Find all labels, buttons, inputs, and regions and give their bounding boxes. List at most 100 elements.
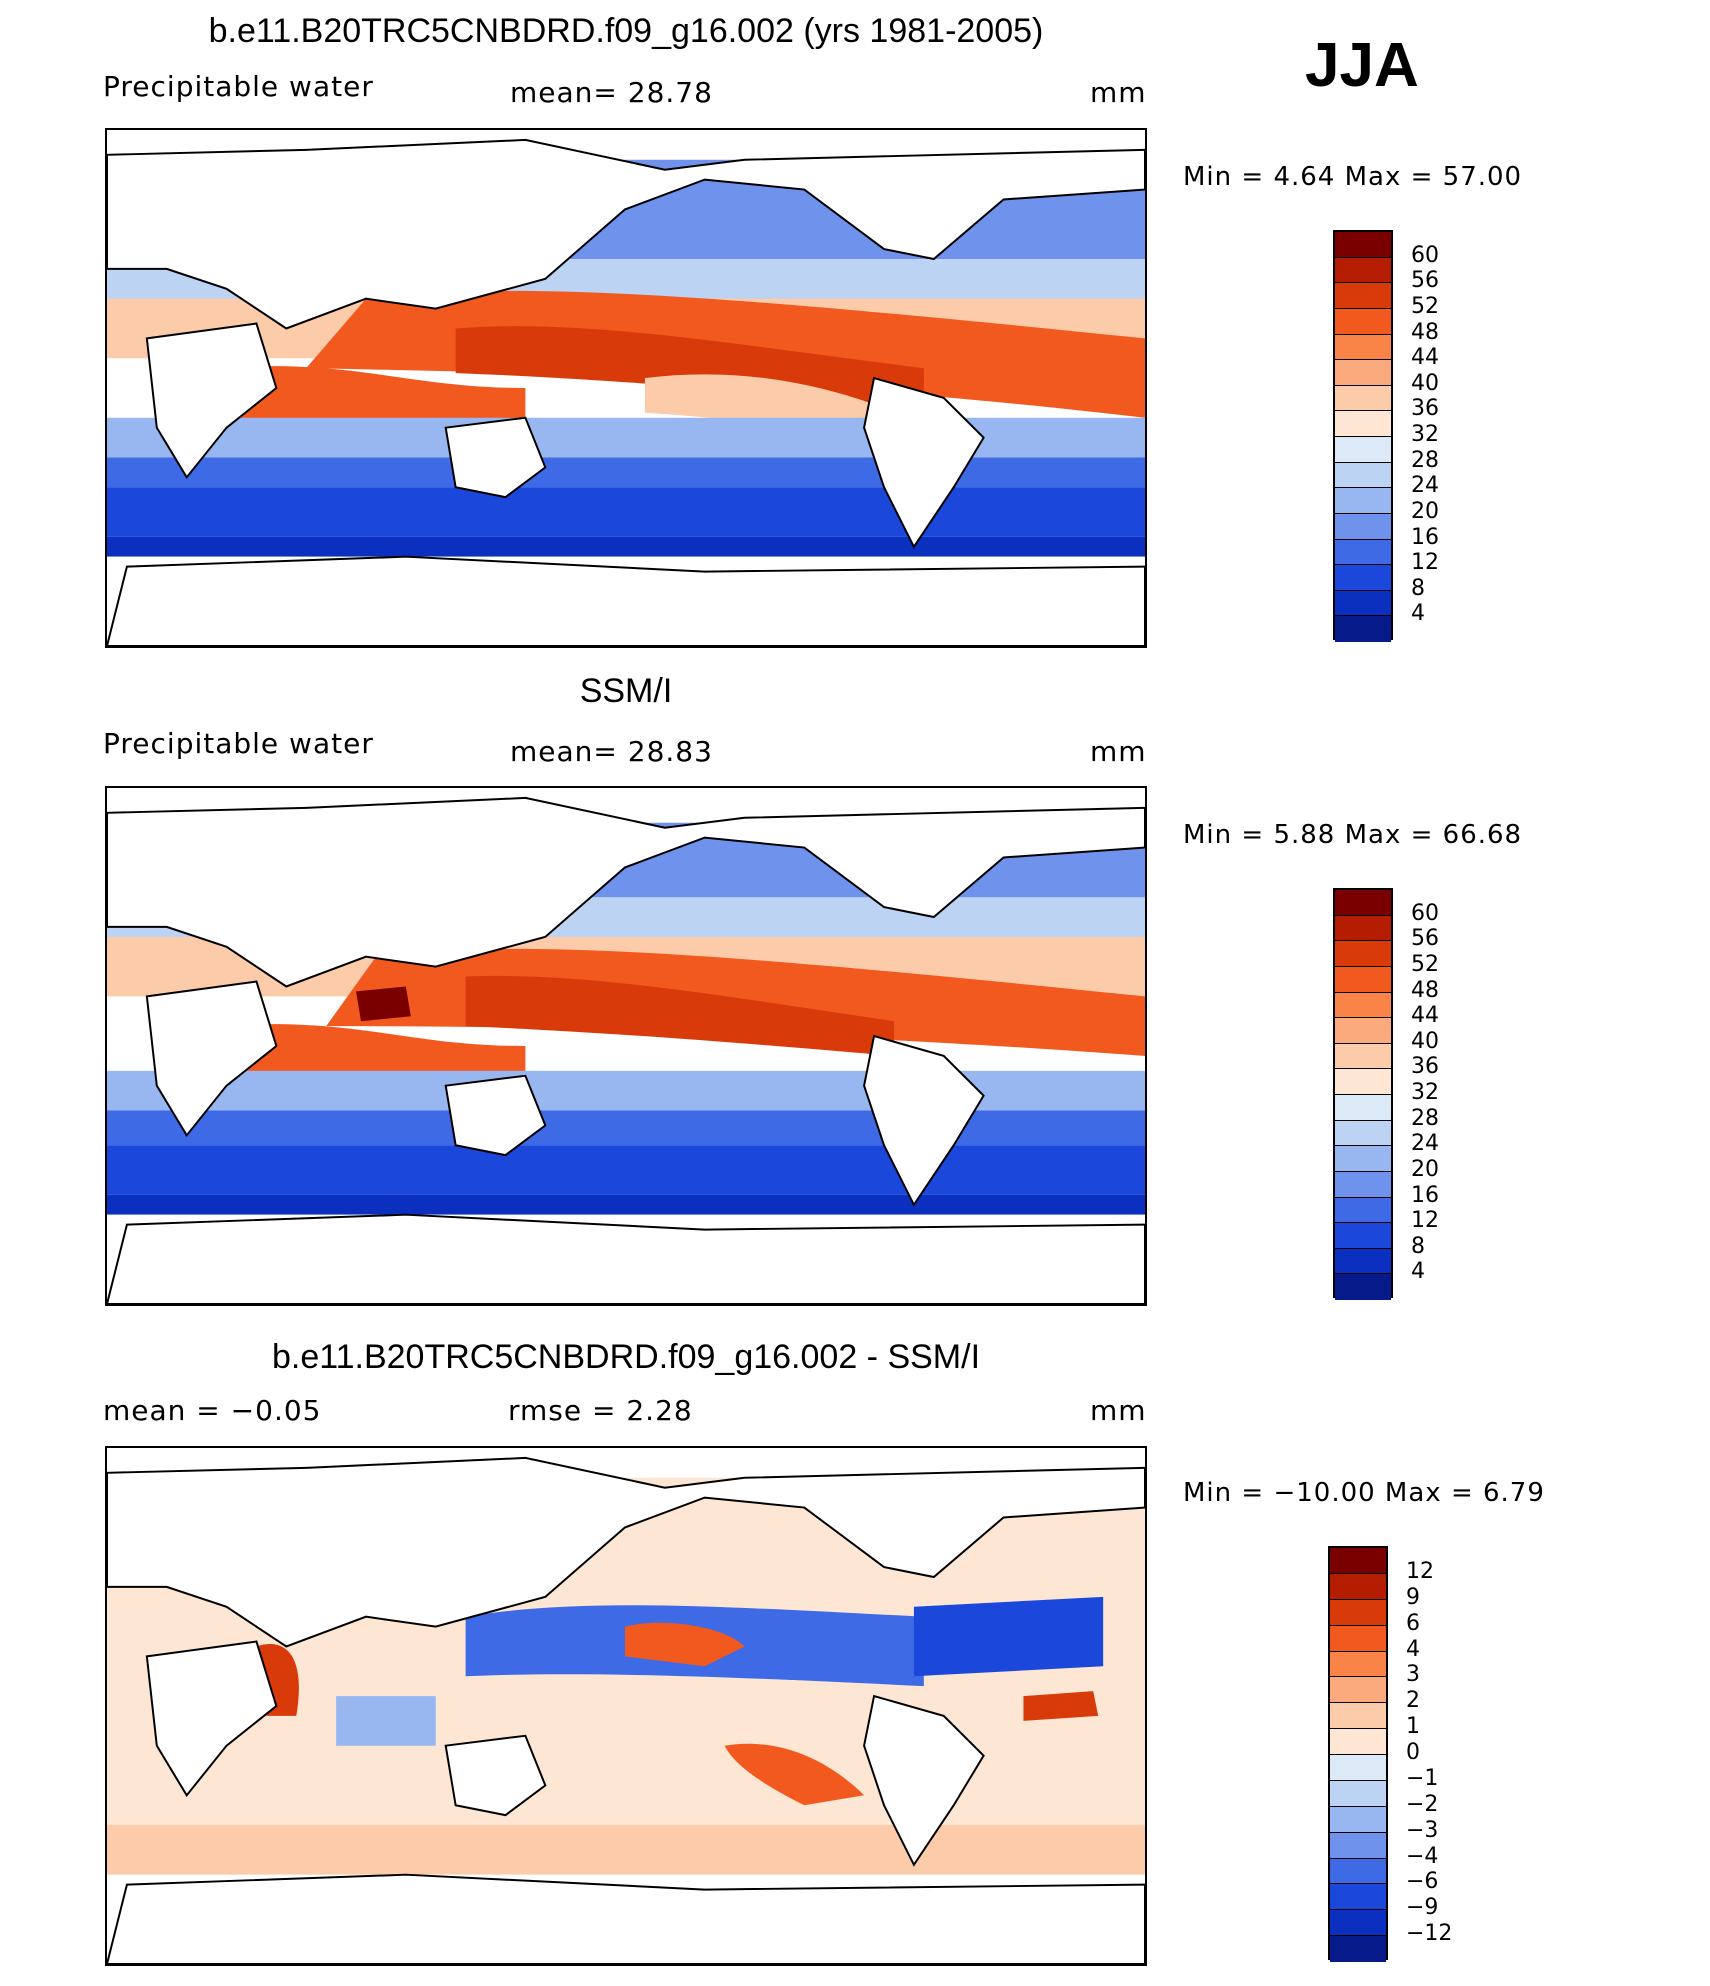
panel-3-mean: mean = −0.05	[103, 1394, 322, 1427]
panel-2-units: mm	[1090, 735, 1147, 768]
colorbar-segment	[1335, 1018, 1391, 1044]
colorbar-segment	[1330, 1884, 1386, 1911]
colorbar-tick-label: 36	[1411, 1054, 1439, 1080]
colorbar-tick-label: 32	[1411, 1080, 1439, 1105]
colorbar-segment	[1335, 1069, 1391, 1095]
colorbar-tick-label: 56	[1411, 926, 1439, 952]
colorbar-segment	[1330, 1780, 1386, 1807]
colorbar-segment	[1330, 1910, 1386, 1937]
colorbar-segment	[1330, 1625, 1386, 1652]
colorbar-tick-label: 24	[1411, 473, 1439, 499]
colorbar-tick-label: −6	[1406, 1869, 1439, 1895]
colorbar-tick-label: 12	[1406, 1558, 1434, 1584]
colorbar-tick-label: 16	[1411, 1182, 1439, 1208]
colorbar-segment	[1330, 1755, 1386, 1781]
colorbar-tick-label: 52	[1411, 293, 1439, 319]
panel-1-colorbar	[1333, 230, 1393, 642]
colorbar-segment	[1335, 385, 1391, 412]
colorbar-tick-label: −12	[1406, 1921, 1453, 1947]
panel-3-map-graphic	[107, 1448, 1145, 1964]
colorbar-tick-label: 60	[1411, 242, 1439, 268]
colorbar-segment	[1335, 283, 1391, 309]
colorbar-segment	[1330, 1548, 1386, 1574]
colorbar-segment	[1335, 1146, 1391, 1172]
colorbar-segment	[1330, 1729, 1386, 1755]
colorbar-tick-label: 12	[1411, 550, 1439, 576]
colorbar-segment	[1335, 334, 1391, 361]
colorbar-segment	[1335, 1171, 1391, 1198]
colorbar-tick-label: 9	[1406, 1584, 1420, 1610]
colorbar-segment	[1335, 513, 1391, 540]
colorbar-tick-label: 28	[1411, 1105, 1439, 1131]
colorbar-segment	[1335, 890, 1391, 916]
panel-3-title: b.e11.B20TRC5CNBDRD.f09_g16.002 - SSM/I	[271, 1338, 981, 1376]
colorbar-segment	[1335, 1197, 1391, 1224]
panel-3-colorbar	[1328, 1546, 1388, 1962]
panel-3-units: mm	[1090, 1394, 1147, 1427]
colorbar-tick-label: 36	[1411, 396, 1439, 422]
colorbar-tick-label: 6	[1406, 1610, 1420, 1636]
panel-2-minmax: Min = 5.88 Max = 66.68	[1183, 820, 1523, 850]
colorbar-tick-label: 40	[1411, 370, 1439, 396]
colorbar-segment	[1335, 488, 1391, 514]
colorbar-tick-label: −2	[1406, 1791, 1439, 1817]
colorbar-segment	[1330, 1573, 1386, 1600]
colorbar-segment	[1335, 539, 1391, 566]
colorbar-segment	[1335, 966, 1391, 993]
colorbar-segment	[1335, 437, 1391, 463]
colorbar-segment	[1335, 257, 1391, 284]
panel-2-mean: mean= 28.83	[510, 735, 713, 768]
colorbar-tick-label: 60	[1411, 900, 1439, 926]
colorbar-tick-label: 28	[1411, 447, 1439, 473]
colorbar-tick-label: 1	[1406, 1714, 1420, 1740]
colorbar-segment	[1335, 1095, 1391, 1121]
colorbar-tick-label: 3	[1406, 1662, 1420, 1688]
colorbar-tick-label: 2	[1406, 1688, 1420, 1714]
colorbar-segment	[1330, 1703, 1386, 1730]
colorbar-segment	[1330, 1858, 1386, 1885]
panel-1-map-graphic	[107, 130, 1145, 646]
colorbar-tick-label: 52	[1411, 951, 1439, 977]
colorbar-segment	[1335, 360, 1391, 386]
panel-1-units: mm	[1090, 76, 1147, 109]
colorbar-tick-label: −1	[1406, 1765, 1439, 1791]
colorbar-segment	[1335, 1223, 1391, 1249]
panel-3-map	[105, 1446, 1147, 1966]
colorbar-segment	[1330, 1832, 1386, 1859]
panel-2-map	[105, 786, 1147, 1306]
panel-2-title: SSM/I	[579, 672, 673, 710]
colorbar-segment	[1330, 1936, 1386, 1962]
panel-1-variable: Precipitable water	[103, 70, 374, 103]
colorbar-tick-label: −9	[1406, 1895, 1439, 1921]
colorbar-segment	[1335, 462, 1391, 489]
season-label: JJA	[1305, 31, 1419, 100]
colorbar-tick-label: 4	[1411, 601, 1425, 627]
panel-2-map-graphic	[107, 788, 1145, 1304]
colorbar-segment	[1335, 565, 1391, 591]
colorbar-segment	[1330, 1806, 1386, 1833]
colorbar-tick-label: −4	[1406, 1843, 1439, 1869]
colorbar-segment	[1330, 1651, 1386, 1678]
colorbar-tick-label: 0	[1406, 1740, 1420, 1765]
colorbar-tick-label: 20	[1411, 498, 1439, 524]
panel-3-rmse: rmse = 2.28	[508, 1394, 693, 1427]
colorbar-segment	[1335, 616, 1391, 642]
colorbar-tick-label: 44	[1411, 345, 1439, 371]
colorbar-tick-label: 20	[1411, 1156, 1439, 1182]
colorbar-segment	[1330, 1677, 1386, 1704]
panel-2-variable: Precipitable water	[103, 727, 374, 760]
colorbar-tick-label: 8	[1411, 575, 1425, 601]
colorbar-segment	[1335, 1120, 1391, 1147]
colorbar-tick-label: 48	[1411, 319, 1439, 345]
colorbar-tick-label: 48	[1411, 977, 1439, 1003]
colorbar-tick-label: 4	[1406, 1636, 1420, 1662]
panel-1-title: b.e11.B20TRC5CNBDRD.f09_g16.002 (yrs 198…	[208, 12, 1044, 50]
colorbar-segment	[1335, 915, 1391, 942]
panel-1-mean: mean= 28.78	[510, 76, 713, 109]
colorbar-segment	[1335, 308, 1391, 335]
panel-3-minmax: Min = −10.00 Max = 6.79	[1183, 1478, 1545, 1508]
colorbar-segment	[1335, 941, 1391, 967]
colorbar-tick-label: 16	[1411, 524, 1439, 550]
colorbar-tick-label: 4	[1411, 1259, 1425, 1285]
colorbar-segment	[1330, 1599, 1386, 1626]
